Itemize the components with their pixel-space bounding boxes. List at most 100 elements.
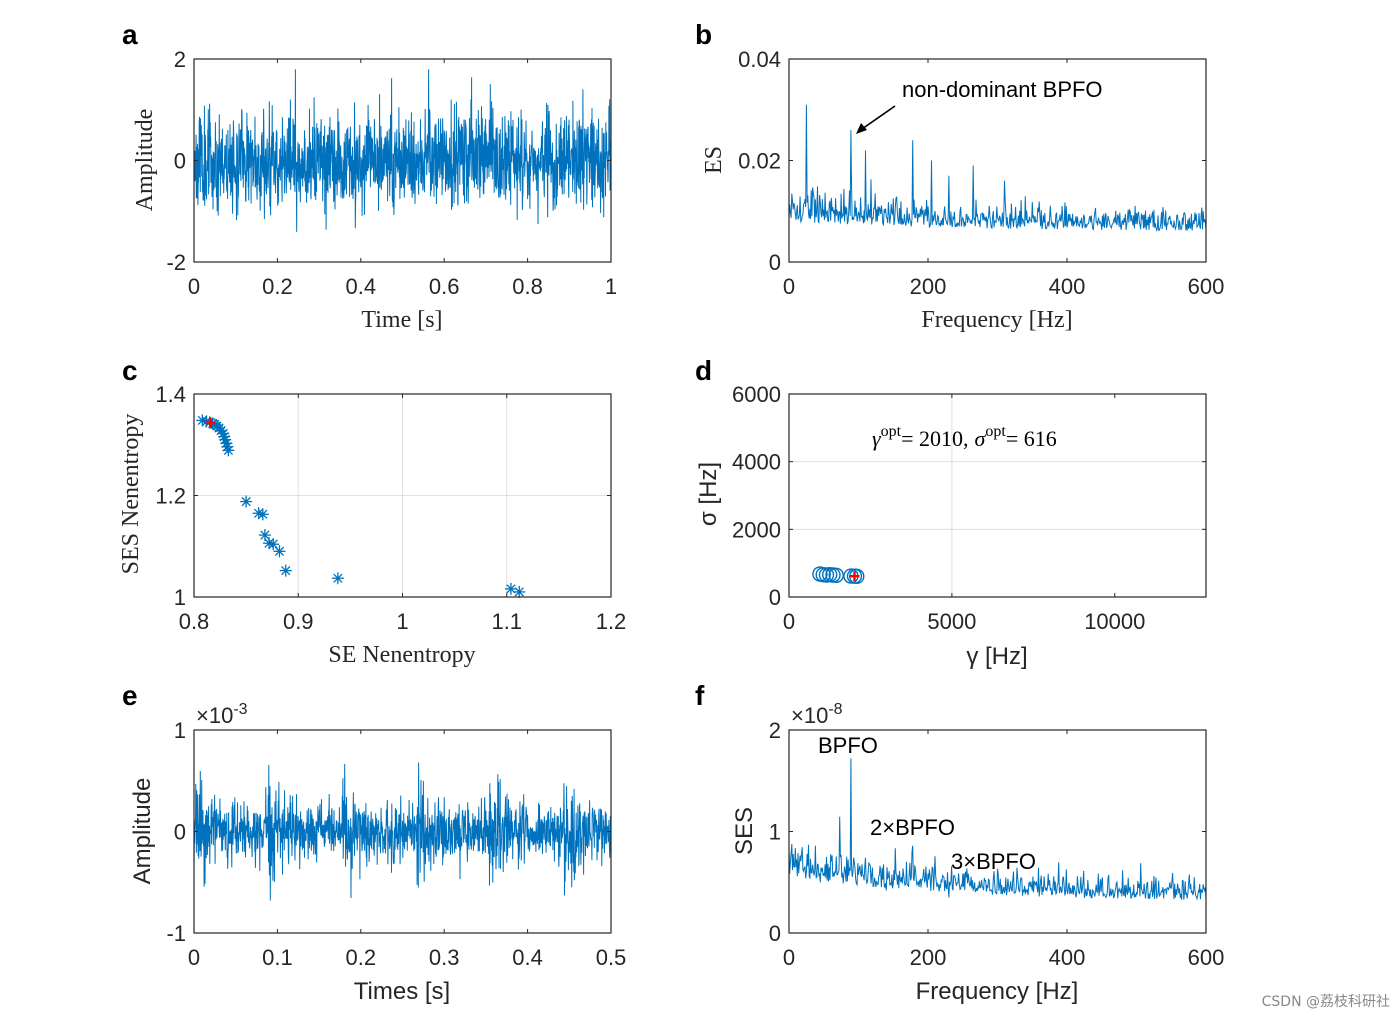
panel-e-exponent: ×10-3 xyxy=(196,701,248,728)
panel-e-ticks: 0 0.1 0.2 0.3 0.4 0.5-101 xyxy=(166,718,626,970)
panel-a-signal-line xyxy=(193,69,612,232)
watermark: CSDN @荔枝科研社 xyxy=(1261,994,1390,1010)
panel-e-exponent-power: -3 xyxy=(233,701,247,718)
panel-d-ytick-label: 4000 xyxy=(732,450,781,475)
panel-e-xtick-label: 0.4 xyxy=(512,945,543,970)
panel-f-ytick-label: 0 xyxy=(769,921,781,946)
panel-c-point xyxy=(331,572,344,585)
panel-e-signal-line xyxy=(193,762,612,901)
panel-a-xtick-label: 0.6 xyxy=(429,274,460,299)
panel-c-xtick-label: 1.1 xyxy=(491,609,522,634)
panel-e-ylabel: Amplitude xyxy=(129,778,156,885)
panel-c-xlabel: SE Nenentropy xyxy=(328,642,475,668)
panel-d-gamma-symbol: γ xyxy=(872,426,882,451)
panel-a-xtick-label: 0.8 xyxy=(512,274,543,299)
panel-e-series xyxy=(193,762,612,901)
panel-f-annotation-1: BPFO xyxy=(818,733,878,758)
panel-d-ytick-label: 6000 xyxy=(732,382,781,407)
panel-d-xlabel: γ [Hz] xyxy=(966,643,1027,670)
panel-e-ytick-label: 1 xyxy=(174,718,186,743)
panel-c-letter: c xyxy=(122,355,138,386)
panel-d-grid xyxy=(789,394,1206,597)
panel-c-ytick-label: 1 xyxy=(174,585,186,610)
panel-d-sigma-symbol: σ xyxy=(975,426,987,451)
panel-d-xtick-label: 5000 xyxy=(927,609,976,634)
panel-c-xtick-label: 1 xyxy=(396,609,408,634)
panel-b-annotation-arrow xyxy=(861,105,896,130)
panel-a-xtick-label: 0.4 xyxy=(346,274,377,299)
panel-b-letter: b xyxy=(695,19,712,50)
panel-d-xtick-label: 10000 xyxy=(1084,609,1145,634)
panel-d-ylabel: σ [Hz] xyxy=(695,462,722,526)
panel-e: e 0 0.1 0.2 0.3 0.4 0.5-101 ×10-3 Times [s] A… xyxy=(122,680,626,1005)
panel-d-ytick-label: 2000 xyxy=(732,517,781,542)
panel-f-series xyxy=(788,758,1207,901)
panel-f-annotation-2: 2×BPFO xyxy=(870,815,955,840)
panel-f-xtick-label: 600 xyxy=(1188,945,1225,970)
panel-f-ytick-label: 2 xyxy=(769,718,781,743)
panel-e-ytick-label: -1 xyxy=(166,921,186,946)
panel-e-xlabel: Times [s] xyxy=(354,978,450,1005)
panel-b-ytick-label: 0 xyxy=(769,250,781,275)
panel-d-frame xyxy=(788,393,1207,598)
panel-f: f 0 200 400 600 0 1 2 ×10-8 BPFO 2×BPFO 3×BPFO… xyxy=(695,680,1224,1005)
panel-a-xtick-label: 0.2 xyxy=(262,274,293,299)
panel-f-xlabel: Frequency [Hz] xyxy=(916,978,1079,1005)
panel-c-ylabel: SES Nenentropy xyxy=(118,414,144,575)
panel-a: a 0 0.2 0.4 0.6 0.8 1-202 Time [s] Amplitude xyxy=(122,19,617,333)
panel-d-annotation: γopt= 2010, σopt= 616 xyxy=(872,423,1057,451)
panel-c-ticks: 0.8 0.9 1 1.1 1.2 1 1.2 1.4 xyxy=(155,382,626,634)
panel-a-ticks: 0 0.2 0.4 0.6 0.8 1-202 xyxy=(166,47,617,299)
panel-c-point xyxy=(240,495,253,508)
panel-c-point xyxy=(273,545,286,558)
panel-e-letter: e xyxy=(122,680,138,711)
panel-f-xtick-label: 200 xyxy=(910,945,947,970)
panel-b-xtick-label: 0 xyxy=(783,274,795,299)
panel-a-xlabel: Time [s] xyxy=(361,307,442,333)
panel-f-annotation-3: 3×BPFO xyxy=(951,849,1036,874)
panel-a-ytick-label: -2 xyxy=(166,250,186,275)
panel-f-ytick-label: 1 xyxy=(769,820,781,845)
panel-e-xtick-label: 0.5 xyxy=(596,945,627,970)
panel-a-xtick-label: 1 xyxy=(605,274,617,299)
panel-d-letter: d xyxy=(695,355,712,386)
panel-d-gamma-value: = 2010, xyxy=(901,426,968,451)
panel-b-xtick-label: 200 xyxy=(910,274,947,299)
panel-c-xtick-label: 1.2 xyxy=(596,609,627,634)
panel-b-annotation-arrowhead xyxy=(856,123,867,134)
panel-f-exponent-power: -8 xyxy=(828,701,842,718)
panel-b-ylabel: ES xyxy=(701,146,727,174)
panel-c-xtick-label: 0.9 xyxy=(283,609,314,634)
panel-d-series xyxy=(812,566,865,585)
panel-e-xtick-label: 0.1 xyxy=(262,945,293,970)
panel-c: c 0.8 0.9 1 1.1 1.2 1 1.2 1.4 SE Nenentropy SES… xyxy=(118,355,626,668)
panel-d-optimum xyxy=(849,571,860,582)
panel-c-ytick-label: 1.4 xyxy=(155,382,186,407)
panel-e-xtick-label: 0.2 xyxy=(346,945,377,970)
panel-c-point xyxy=(222,444,235,457)
panel-c-point xyxy=(279,564,292,577)
panel-c-ytick-label: 1.2 xyxy=(155,484,186,509)
panel-b-xtick-label: 600 xyxy=(1188,274,1225,299)
panel-d-sigma-value: = 616 xyxy=(1006,426,1057,451)
panel-d-xtick-label: 0 xyxy=(783,609,795,634)
panel-b-xlabel: Frequency [Hz] xyxy=(921,307,1072,333)
panel-b-series xyxy=(788,104,1207,232)
panel-b-spectrum-line xyxy=(788,104,1207,232)
panel-f-xtick-label: 400 xyxy=(1049,945,1086,970)
panel-e-ytick-label: 0 xyxy=(174,820,186,845)
panel-b-ytick-label: 0.04 xyxy=(738,47,781,72)
panel-f-spectrum-line xyxy=(788,758,1207,901)
panel-c-point xyxy=(256,508,269,521)
panel-c-optimum xyxy=(205,417,216,428)
panel-a-ytick-label: 0 xyxy=(174,149,186,174)
panel-b-xtick-label: 400 xyxy=(1049,274,1086,299)
panel-b-annotation: non-dominant BPFO xyxy=(902,77,1103,102)
panel-d-ytick-label: 0 xyxy=(769,585,781,610)
panel-e-xtick-label: 0.3 xyxy=(429,945,460,970)
panel-c-point xyxy=(513,585,526,598)
panel-c-grid xyxy=(194,394,611,597)
panel-a-ytick-label: 2 xyxy=(174,47,186,72)
